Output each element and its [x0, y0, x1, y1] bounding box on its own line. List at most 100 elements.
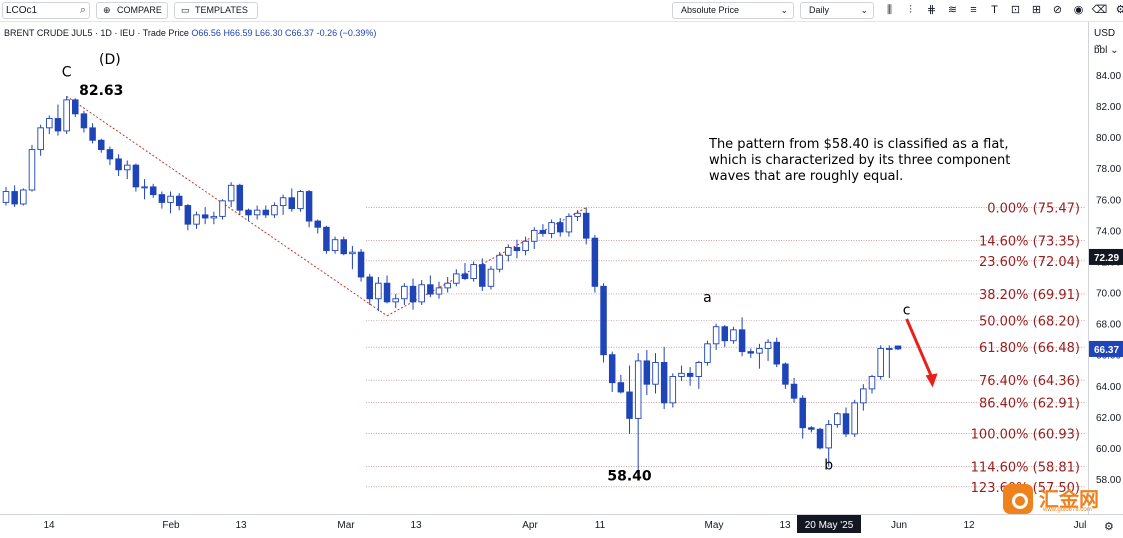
currency-select[interactable]: USD ⌄ — [1094, 28, 1123, 50]
candle-body — [314, 220, 322, 228]
price-tick-label: 58.00 — [1096, 475, 1121, 486]
candle-body — [331, 239, 339, 252]
price-tick-label: 68.00 — [1096, 320, 1121, 331]
trendlines — [66, 95, 587, 317]
candle-body — [375, 282, 382, 300]
candle-body — [158, 194, 166, 203]
compare-button[interactable]: ⊕ COMPARE — [96, 2, 168, 19]
candle-body — [20, 189, 27, 205]
candle-body — [582, 212, 590, 239]
candle-body — [712, 326, 720, 345]
candle-body — [704, 343, 711, 363]
candle-body — [323, 226, 330, 252]
price-tick-label: 82.00 — [1096, 102, 1121, 113]
eye-icon[interactable]: ◉ — [1073, 4, 1084, 16]
wave-icon[interactable]: ≋ — [947, 4, 958, 16]
candle-body — [556, 222, 564, 233]
trendline — [386, 207, 587, 317]
plus-circle-icon: ⊕ — [103, 5, 111, 15]
price-type-select[interactable]: Absolute Price ⌄ — [672, 2, 794, 19]
candle-body — [721, 326, 729, 342]
wave-label: C — [62, 65, 72, 81]
candle-body — [11, 191, 18, 205]
candle-body — [738, 329, 746, 353]
measure-icon[interactable]: ⊡ — [1010, 4, 1021, 16]
arrow-shaft — [905, 318, 934, 380]
crosshair-icon[interactable]: ⋕ — [926, 4, 937, 16]
fib-label: 23.60% (72.04) — [979, 255, 1080, 270]
candle-body — [401, 285, 408, 300]
templates-label: TEMPLATES — [195, 5, 248, 15]
candle-body — [63, 99, 70, 132]
time-tick-label: Apr — [522, 520, 538, 531]
interval-select[interactable]: Daily ⌄ — [800, 2, 874, 19]
candle-body — [799, 397, 806, 429]
unit-label: bbl — [1094, 45, 1108, 56]
candle-body — [617, 382, 625, 393]
price-tick-label: 76.00 — [1096, 195, 1121, 206]
logo-mark — [1003, 484, 1033, 514]
candle-body — [305, 191, 313, 222]
candle-body — [695, 362, 703, 377]
time-tick-label: 13 — [779, 520, 791, 531]
candle-body — [271, 205, 278, 216]
unit-select[interactable]: bbl ⌄ — [1094, 45, 1119, 56]
candle-body — [660, 362, 668, 404]
text-icon[interactable]: T — [991, 4, 998, 16]
price-type-value: Absolute Price — [681, 5, 740, 15]
candle-body — [444, 282, 451, 289]
price-axis-ticks: 84.0082.0080.0078.0076.0074.0072.0070.00… — [1096, 71, 1121, 486]
candle-body — [167, 195, 174, 203]
chevron-down-icon: ⌄ — [1110, 45, 1119, 56]
candle-body — [236, 184, 244, 211]
candle-body — [383, 282, 391, 303]
bars-icon[interactable]: ⫶ — [909, 4, 912, 16]
candle-body — [608, 354, 616, 384]
candle-body — [808, 427, 815, 430]
candle-body — [279, 197, 287, 206]
time-tick-label: 13 — [235, 520, 247, 531]
symbol-value: LCOc1 — [6, 5, 38, 16]
interval-value: Daily — [809, 5, 830, 15]
price-tick-label: 70.00 — [1096, 289, 1121, 300]
watermark-brand: 汇金网 — [1039, 487, 1099, 511]
candle-body — [669, 375, 677, 404]
candle-body — [643, 360, 651, 385]
price-tick-label: 62.00 — [1096, 413, 1121, 424]
templates-button[interactable]: ▭ TEMPLATES — [174, 2, 258, 19]
candle-body — [531, 229, 538, 242]
candles-icon[interactable]: ⫼ — [886, 4, 893, 16]
time-tick-label: Feb — [162, 520, 180, 531]
settings-icon[interactable]: ⚙ — [1115, 4, 1123, 16]
candle-body — [574, 212, 581, 217]
time-tick-label: May — [705, 520, 724, 531]
time-tick-label: 11 — [595, 520, 606, 531]
magnet-icon[interactable]: ⊘ — [1052, 4, 1063, 16]
candle-body — [245, 209, 252, 216]
search-icon: ⌕ — [79, 4, 86, 16]
candle-body — [262, 209, 270, 216]
line-tool-icon[interactable]: ≡ — [970, 4, 977, 16]
candle-body — [764, 341, 772, 349]
legend-low: L66.30 — [254, 28, 283, 38]
candle-body — [357, 251, 365, 278]
candle-body — [72, 99, 79, 115]
candle-body — [877, 348, 884, 377]
candle-body — [227, 184, 235, 202]
zoom-icon[interactable]: ⊞ — [1031, 4, 1042, 16]
clear-icon[interactable]: ⌫ — [1091, 4, 1108, 16]
candle-body — [886, 348, 893, 350]
time-axis[interactable] — [0, 514, 1123, 538]
chevron-down-icon: ⌄ — [780, 5, 788, 15]
candle-body — [626, 391, 633, 419]
top-toolbar: LCOc1 ⌕ ⊕ COMPARE ▭ TEMPLATES Absolute Pri… — [0, 0, 1123, 22]
price-axis[interactable] — [1088, 22, 1123, 514]
candle-body — [513, 247, 521, 252]
wave-labels: C (D) 82.63 58.40 a b c — [62, 52, 911, 484]
symbol-search-input[interactable]: LCOc1 ⌕ — [2, 2, 90, 19]
legend-name: BRENT CRUDE JUL5 · 1D · IEU · Trade Pric… — [4, 28, 189, 38]
candle-body — [522, 240, 529, 252]
candle-body — [106, 149, 114, 160]
time-axis-ticks: 14 Feb 13 Mar 13 Apr 11 May 13 Jun 12 Jul — [43, 520, 1086, 531]
